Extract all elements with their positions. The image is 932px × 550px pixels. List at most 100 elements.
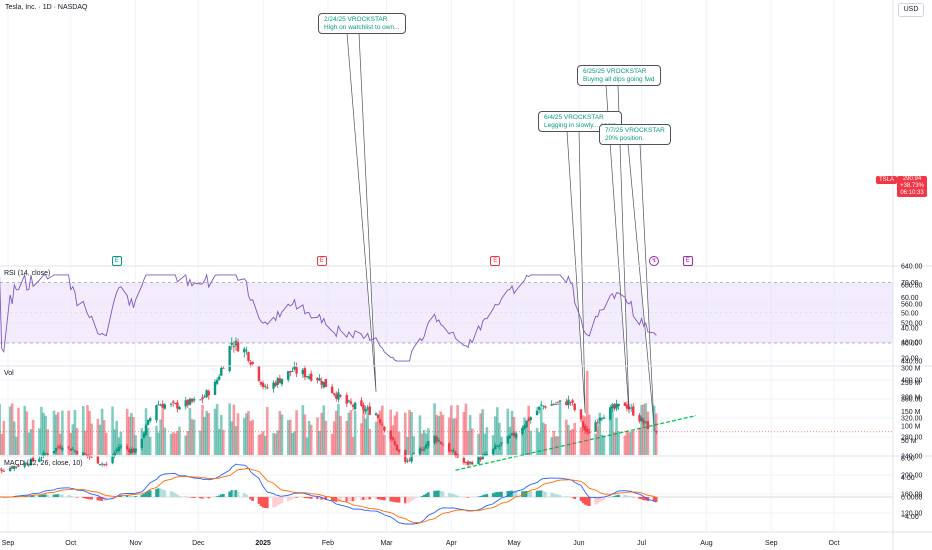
volume-bar [322,405,326,455]
time-axis[interactable]: Sep Oct Nov Dec 2025 Feb Mar Apr May Jun Jul Aug Sep… [2,540,840,547]
macd-histogram-bar [368,497,372,500]
macd-histogram-bar [155,488,158,497]
macd-histogram-bar [404,497,407,504]
volume-bar [207,413,211,455]
candle-body [146,419,150,425]
candle-body [205,390,208,398]
annotation-callout[interactable]: 7/7/25 VROCKSTAR 20% position. [599,124,671,145]
macd-histogram-bar [251,497,254,501]
macd-histogram-bar [307,497,311,499]
earnings-event-icon[interactable]: E [316,256,327,266]
candle-body [565,401,568,406]
volume-bar [186,431,190,455]
candle-body [148,418,152,421]
symbol-title[interactable]: Tesla, Inc. · 1D · NASDAQ [5,4,88,11]
candle-body [466,461,470,465]
volume-bar [615,417,618,455]
candle-body [90,456,93,458]
macd-histogram-bar [146,491,150,497]
volume-bar [594,433,597,455]
macd-histogram-bar [190,497,194,498]
candle-body [345,395,348,404]
candle-body [176,402,179,409]
annotation-callout[interactable]: 2/24/25 VROCKSTAR High on watchlist to ow… [318,13,406,34]
volume-bar [54,414,58,455]
candle-body [468,461,472,464]
macd-title[interactable]: MACD (12, 26, close, 10) [4,460,83,467]
volume-bar [529,430,533,455]
volume-bar [104,432,108,455]
volume-bar [27,432,31,455]
annotation-callout[interactable]: 6/25/25 VROCKSTAR Buying all dips going f… [577,65,661,86]
candle-body [184,400,187,407]
volume-bar [631,430,635,455]
rsi-title[interactable]: RSI (14, close) [4,270,51,277]
macd-histogram-bar [278,497,282,505]
candle-body [316,378,319,381]
volume-bar [44,415,47,455]
earnings-event-icon[interactable]: E [682,256,693,266]
volume-bar [42,412,45,455]
macd-histogram-bar [500,491,503,497]
macd-histogram-bar [450,493,453,497]
rsi-tick-label: 60.00 [901,295,919,302]
volume-bar [527,405,530,455]
volume-bar [113,429,116,455]
candle-body [320,381,323,385]
volume-bar [245,413,248,455]
macd-histogram-bar [498,491,501,497]
volume-bar [437,416,441,455]
price-tick-label: 200.00 [901,473,923,480]
volume-title[interactable]: Vol [4,370,14,377]
volume-bar [280,414,284,455]
macd-histogram-bar [274,497,277,507]
volume-tick-label: 250 M [901,380,921,387]
macd-histogram-bar [276,497,280,506]
volume-bar [23,405,27,455]
volume-bar [88,411,91,455]
price-axis[interactable]: 120.00 160.00 200.00 240.00 280.00 320.00 360.… [901,264,923,522]
volume-bar [263,435,267,455]
macd-histogram-bar [157,488,160,497]
macd-histogram-bar [406,497,409,504]
volume-bar [374,421,378,455]
candle-body [558,400,562,402]
macd-histogram-bar [581,497,585,504]
volume-tick-label: 150 M [901,409,921,416]
volume-bar [585,370,589,455]
volume-bar [192,419,196,455]
volume-bar [134,435,137,455]
earnings-event-icon[interactable]: E [111,256,122,266]
volume-bar [439,411,443,455]
macd-histogram-bar [412,497,415,500]
price-tick-label: 640.00 [901,264,923,271]
candle-body [602,417,606,419]
volume-bar [389,409,392,455]
macd-histogram-bar [539,490,543,497]
candle-body [529,417,532,420]
macd-histogram-bar [483,494,487,497]
candle-body [596,421,599,423]
volume-bar [125,408,129,455]
macd-histogram-bar [88,497,91,500]
macd-histogram-bar [447,492,451,497]
macd-histogram-bar [98,497,102,501]
volume-bar [324,420,328,455]
volume-bar [335,410,338,455]
currency-button[interactable]: USD [898,3,924,17]
volume-bar [71,424,75,455]
macd-histogram-bar [236,491,240,497]
volume-bar [391,425,395,455]
volume-bar [132,417,135,455]
volume-bar [596,425,600,455]
earnings-event-icon[interactable]: E [490,256,501,266]
volume-bar [542,422,545,455]
annotation-text: 20% position. [605,134,645,142]
macd-histogram-bar [623,494,627,497]
dividend-event-icon[interactable]: ↯ [649,256,660,266]
volume-tick-label: 300 M [901,366,921,373]
macd-histogram-bar [266,497,269,509]
annotation-text: Buying all dips going fwd [583,75,655,83]
candle-body [249,362,252,365]
